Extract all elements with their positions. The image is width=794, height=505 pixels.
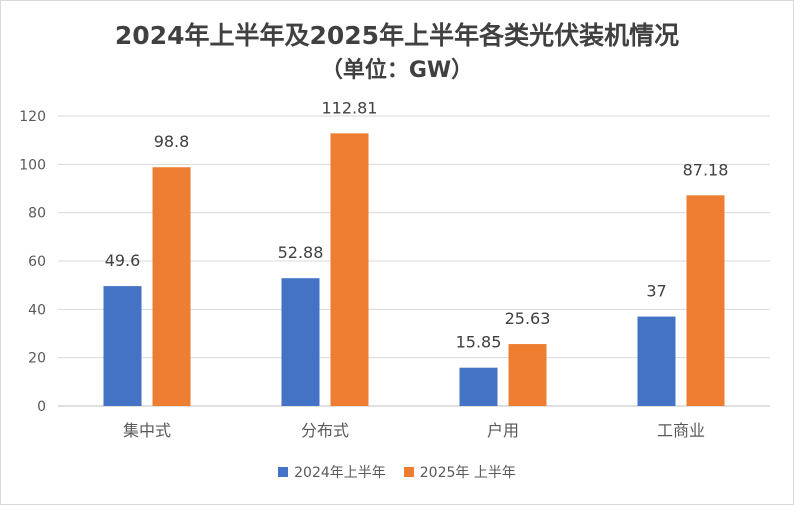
y-tick-label: 0 (37, 399, 46, 415)
data-label: 52.88 (278, 243, 324, 262)
bar (508, 344, 547, 406)
chart-legend: 2024年上半年 2025年 上半年 (0, 462, 794, 482)
y-tick-label: 40 (28, 302, 46, 318)
legend-swatch-2025 (403, 467, 414, 477)
data-label: 49.6 (105, 251, 141, 270)
y-tick-label: 120 (19, 109, 46, 125)
x-category-label: 工商业 (657, 421, 705, 440)
y-tick-label: 60 (28, 254, 46, 270)
data-label: 25.63 (505, 309, 551, 328)
data-label: 37 (646, 282, 666, 301)
x-category-label: 分布式 (301, 421, 349, 440)
bar (152, 167, 191, 406)
data-label: 98.8 (154, 132, 190, 151)
bar (330, 133, 369, 406)
y-tick-label: 20 (28, 351, 46, 367)
chart-title: 2024年上半年及2025年上半年各类光伏装机情况 (114, 21, 680, 50)
x-category-label: 集中式 (123, 421, 171, 440)
bar (281, 278, 320, 406)
legend-label-2024: 2024年上半年 (294, 465, 386, 481)
legend-swatch-2024 (278, 467, 289, 477)
legend-label-2025: 2025年 上半年 (419, 465, 516, 481)
data-label: 15.85 (456, 333, 502, 352)
bar (103, 286, 142, 406)
bar (637, 316, 676, 406)
chart-subtitle: （单位：GW） (320, 58, 474, 83)
bar (459, 367, 498, 406)
legend-item-2024: 2024年上半年 (278, 462, 386, 482)
data-label: 87.18 (683, 160, 729, 179)
y-tick-label: 100 (19, 157, 46, 173)
x-category-label: 户用 (487, 421, 519, 440)
bar (686, 195, 725, 406)
y-tick-label: 80 (28, 206, 46, 222)
legend-item-2025: 2025年 上半年 (403, 462, 516, 482)
data-label: 112.81 (322, 98, 378, 117)
